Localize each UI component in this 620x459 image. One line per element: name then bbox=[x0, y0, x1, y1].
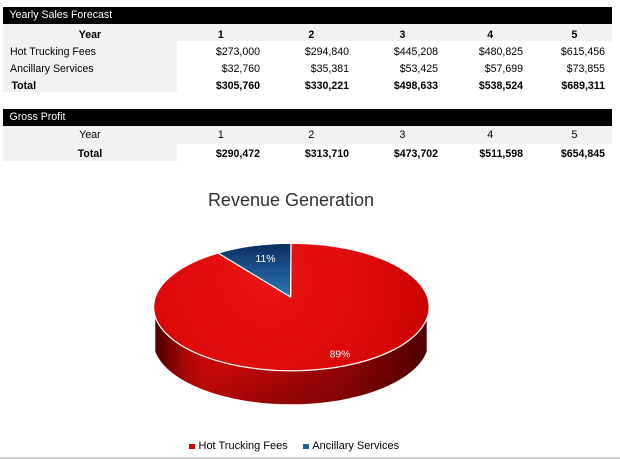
svg-text:11%: 11% bbox=[255, 254, 275, 265]
svg-text:89%: 89% bbox=[330, 350, 351, 361]
